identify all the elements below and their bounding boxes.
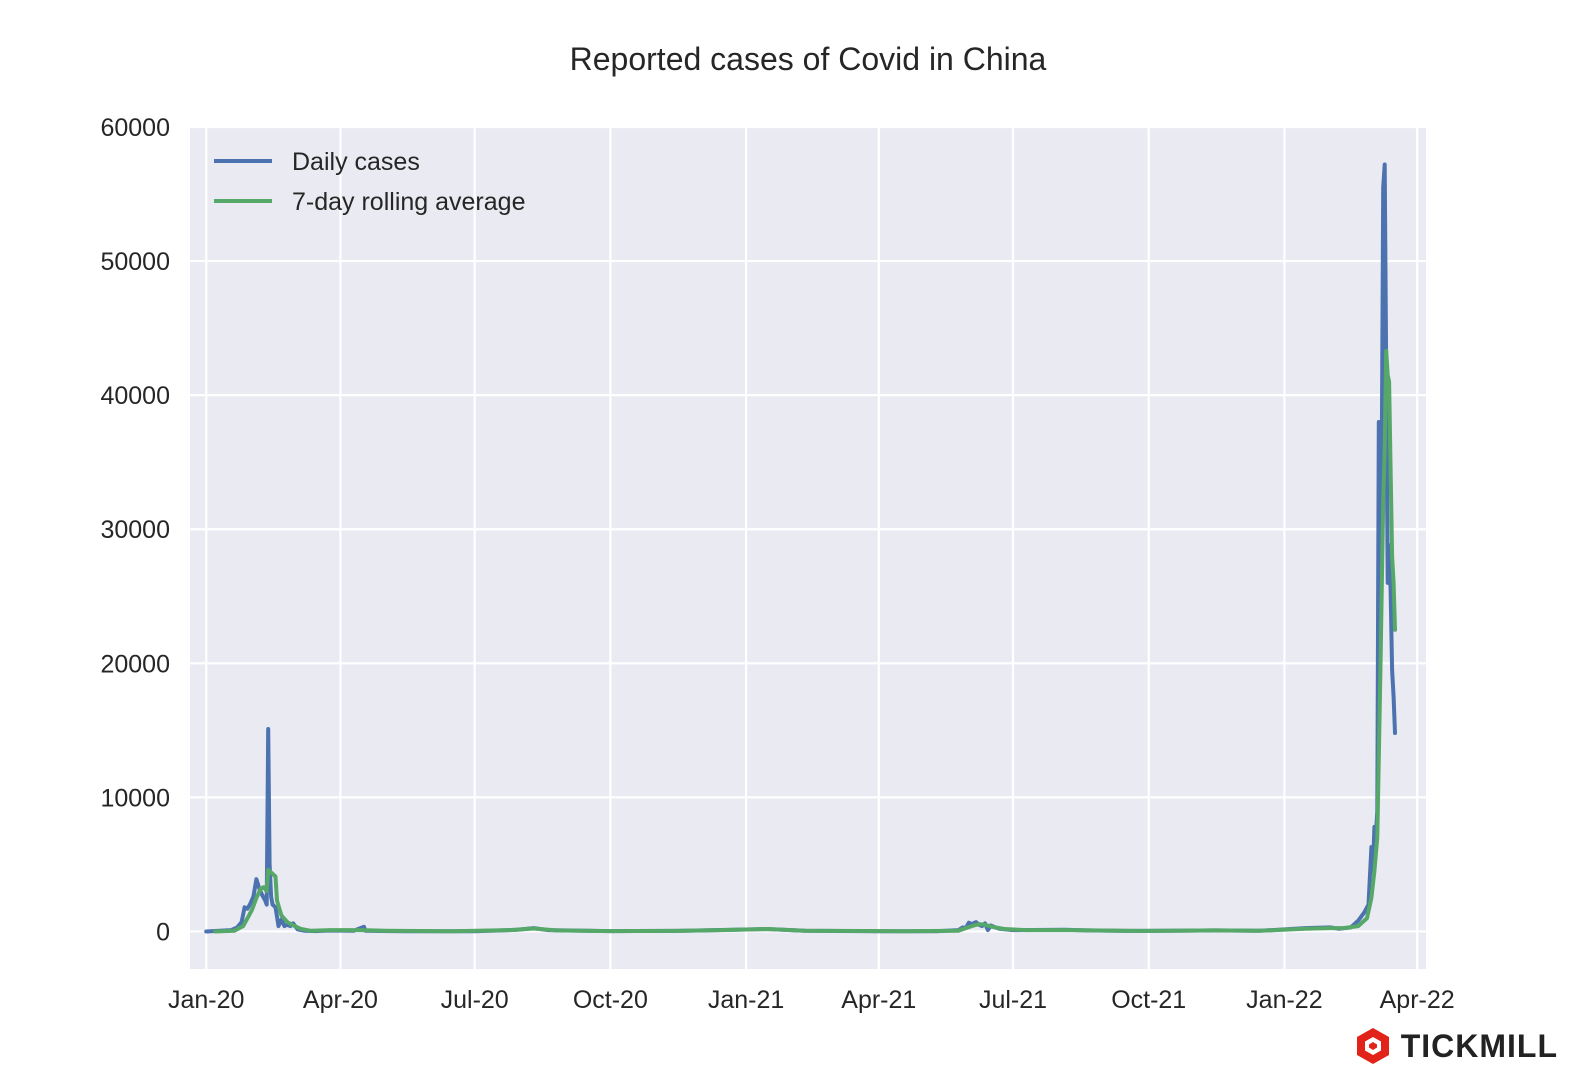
legend: Daily cases 7-day rolling average [214, 148, 525, 216]
brand-name: TICKMILL [1400, 1027, 1558, 1064]
y-tick-label: 60000 [100, 114, 170, 142]
series-lines [204, 162, 1397, 934]
y-axis: 0 10000 20000 30000 40000 50000 60000 [100, 114, 170, 946]
x-tick-label: Jul-21 [979, 986, 1047, 1014]
plot-area [190, 127, 1426, 969]
x-tick-label: Apr-20 [303, 986, 378, 1014]
brand-logo: TICKMILL [1353, 1026, 1558, 1066]
x-tick-label: Apr-22 [1380, 986, 1455, 1014]
y-tick-label: 40000 [100, 382, 170, 410]
y-tick-label: 50000 [100, 248, 170, 276]
series-line-2 [213, 348, 1397, 934]
x-tick-label: Apr-21 [841, 986, 916, 1014]
legend-label: Daily cases [292, 148, 420, 176]
x-tick-label: Oct-21 [1111, 986, 1186, 1014]
x-tick-label: Jan-21 [708, 986, 784, 1014]
x-tick-label: Jul-20 [441, 986, 509, 1014]
x-tick-label: Jan-20 [168, 986, 244, 1014]
x-tick-label: Jan-22 [1246, 986, 1322, 1014]
y-tick-label: 30000 [100, 516, 170, 544]
x-axis: Jan-20 Apr-20 Jul-20 Oct-20 Jan-21 Apr-21 Jul-… [168, 986, 1455, 1014]
x-tick-label: Oct-20 [573, 986, 648, 1014]
y-tick-label: 0 [156, 918, 170, 946]
y-tick-label: 20000 [100, 650, 170, 678]
legend-label: 7-day rolling average [292, 188, 525, 216]
y-tick-label: 10000 [100, 784, 170, 812]
chart-title: Reported cases of Covid in China [570, 41, 1047, 77]
tickmill-logo-icon [1356, 1028, 1389, 1064]
